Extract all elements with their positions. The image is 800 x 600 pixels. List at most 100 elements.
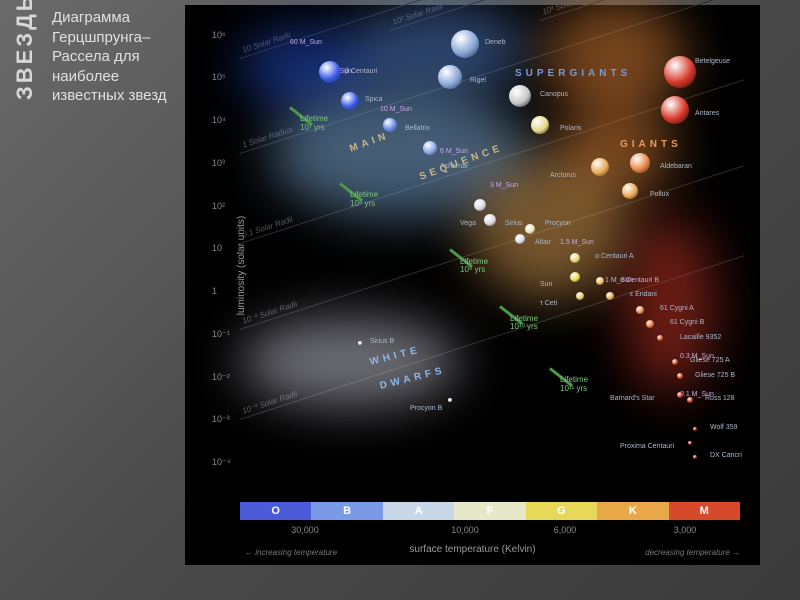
spectral-class: M xyxy=(669,502,740,520)
star-marker xyxy=(531,116,549,134)
star-marker xyxy=(687,397,693,403)
star-marker xyxy=(657,335,663,341)
star-marker xyxy=(622,183,638,199)
star-marker xyxy=(509,85,531,107)
star-label: Arcturus xyxy=(550,172,576,179)
star-label: Rigel xyxy=(470,77,486,84)
mass-label: 10 M_Sun xyxy=(380,106,412,113)
star-marker xyxy=(341,92,359,110)
region-label: GIANTS xyxy=(620,139,682,150)
y-tick: 10⁻³ xyxy=(212,414,230,425)
star-marker xyxy=(661,96,689,124)
region-glow xyxy=(240,317,460,407)
star-marker xyxy=(319,61,341,83)
star-marker xyxy=(596,277,604,285)
star-label: 61 Cygni B xyxy=(670,319,704,326)
star-label: Bellatrix xyxy=(405,125,430,132)
star-label: Wolf 359 xyxy=(710,424,738,431)
lifetime-label: Lifetime10⁹ yrs xyxy=(460,258,488,276)
plot-area: luminosity (solar units)10⁶10⁵10⁴10³10²1… xyxy=(240,20,740,495)
lifetime-label: Lifetime10⁷ yrs xyxy=(300,115,328,133)
spectral-class: F xyxy=(454,502,525,520)
y-tick: 10 xyxy=(212,243,222,253)
mass-label: 6 M_Sun xyxy=(440,148,468,155)
star-label: Sirius xyxy=(505,220,523,227)
star-marker xyxy=(677,373,683,379)
star-marker xyxy=(423,141,437,155)
star-label: DX Cancri xyxy=(710,452,742,459)
star-label: Betelgeuse xyxy=(695,58,730,65)
star-marker xyxy=(570,272,580,282)
star-marker xyxy=(451,30,479,58)
x-axis-label: surface temperature (Kelvin) xyxy=(409,544,535,555)
y-tick: 10⁵ xyxy=(212,72,226,82)
star-label: Vega xyxy=(460,220,476,227)
star-marker xyxy=(693,427,697,431)
spectral-class: G xyxy=(526,502,597,520)
temp-tick: 10,000 xyxy=(451,525,479,535)
star-label: Achernar xyxy=(440,163,468,170)
star-marker xyxy=(383,118,397,132)
star-marker xyxy=(630,153,650,173)
star-label: β Centauri xyxy=(345,68,377,75)
lifetime-label: Lifetime10¹¹ yrs xyxy=(560,376,588,394)
star-label: Aldebaran xyxy=(660,163,692,170)
y-tick: 10⁶ xyxy=(212,30,226,40)
y-tick: 10⁻¹ xyxy=(212,329,230,340)
star-marker xyxy=(576,292,584,300)
increasing-temp-arrow: ← increasing temperature xyxy=(245,548,337,557)
y-tick: 10⁻² xyxy=(212,372,230,383)
star-marker xyxy=(688,441,692,445)
star-marker xyxy=(677,392,683,398)
star-label: Gliese 725 B xyxy=(695,372,735,379)
spectral-class: K xyxy=(597,502,668,520)
star-marker xyxy=(672,359,678,365)
star-label: Lacaille 9352 xyxy=(680,334,721,341)
star-label: Altair xyxy=(535,239,551,246)
star-marker xyxy=(591,158,609,176)
star-marker xyxy=(515,234,525,244)
y-tick: 1 xyxy=(212,286,217,296)
region-label: SUPERGIANTS xyxy=(515,68,631,79)
spectral-class: B xyxy=(311,502,382,520)
star-label: Antares xyxy=(695,110,719,117)
spectral-bar: OBAFGKM xyxy=(240,502,740,520)
star-marker xyxy=(606,292,614,300)
spectral-class: A xyxy=(383,502,454,520)
star-label: 61 Cygni A xyxy=(660,305,694,312)
star-marker xyxy=(484,214,496,226)
star-label: Procyon B xyxy=(410,405,442,412)
mass-label: 3 M_Sun xyxy=(490,182,518,189)
star-label: Pollux xyxy=(650,191,669,198)
star-label: Sirius B xyxy=(370,338,394,345)
star-marker xyxy=(693,455,697,459)
star-marker xyxy=(438,65,462,89)
star-marker xyxy=(474,199,486,211)
description: Диаграмма Герцшпрунга–Рассела для наибол… xyxy=(52,8,182,106)
star-label: Procyon xyxy=(545,220,571,227)
star-label: Deneb xyxy=(485,39,506,46)
y-tick: 10³ xyxy=(212,158,225,168)
mass-label: 60 M_Sun xyxy=(290,39,322,46)
star-marker xyxy=(570,253,580,263)
star-label: Polaris xyxy=(560,125,581,132)
star-label: Canopus xyxy=(540,91,568,98)
sidebar-title: ЗВЕЗДЫ xyxy=(12,0,38,100)
star-label: τ Ceti xyxy=(540,300,557,307)
star-marker xyxy=(448,398,452,402)
star-marker xyxy=(664,56,696,88)
hr-diagram: luminosity (solar units)10⁶10⁵10⁴10³10²1… xyxy=(185,5,760,565)
star-label: α Centauri A xyxy=(595,253,634,260)
y-tick: 10² xyxy=(212,201,225,211)
temp-tick: 3,000 xyxy=(674,525,697,535)
lifetime-label: Lifetime10¹⁰ yrs xyxy=(510,315,538,333)
star-label: Barnard's Star xyxy=(610,395,655,402)
star-marker xyxy=(358,341,362,345)
star-marker xyxy=(525,224,535,234)
temp-tick: 6,000 xyxy=(554,525,577,535)
star-label: α Centauri B xyxy=(620,277,659,284)
spectral-class: O xyxy=(240,502,311,520)
star-label: Gliese 725 A xyxy=(690,357,730,364)
decreasing-temp-arrow: decreasing temperature → xyxy=(645,548,740,557)
star-marker xyxy=(646,320,654,328)
